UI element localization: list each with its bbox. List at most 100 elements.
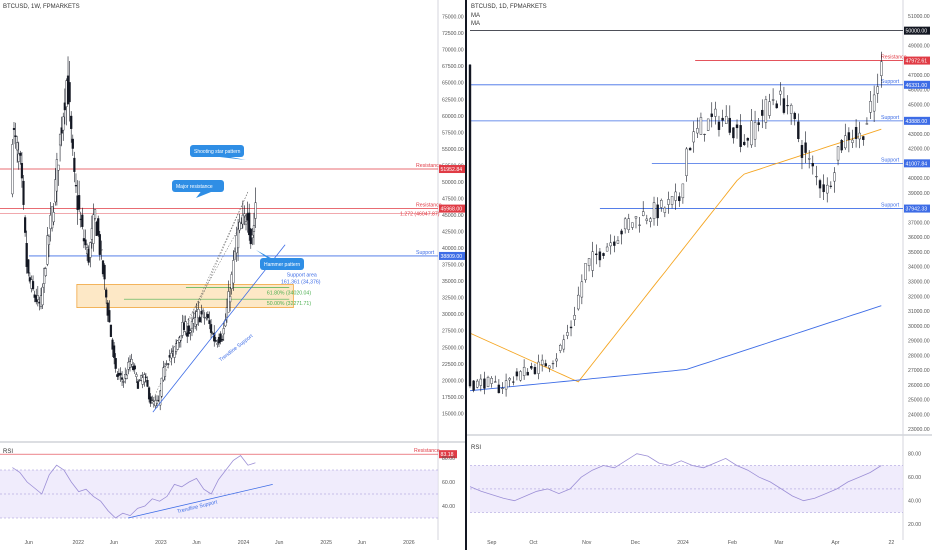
right-candle-body (699, 117, 703, 135)
left-candle-body (114, 358, 117, 369)
right-candle-body (724, 116, 728, 124)
right-candle-body (620, 230, 623, 235)
right-candle-body (717, 121, 721, 130)
left-candle-body (133, 365, 136, 370)
support-area-label: Support area (287, 272, 317, 278)
left-candle-body (136, 381, 140, 389)
right-candle-body (652, 202, 656, 219)
right-candle-body (880, 61, 883, 76)
left-candle-body (108, 310, 111, 323)
right-level-tag-bg-2 (904, 116, 930, 125)
right-candle-body (562, 339, 566, 350)
left-trendline (152, 244, 286, 413)
left-y-tick-13: 42500.00 (442, 230, 464, 236)
left-y-tick-1: 72500.00 (442, 31, 464, 37)
fib-label-50: 50.00% (32271.71) (267, 301, 311, 307)
right-candle-body (537, 361, 540, 374)
right-candle-body (595, 253, 598, 256)
left-level-tag-1: 45968.00 (441, 207, 463, 213)
left-candle-body (232, 260, 235, 284)
left-candle-body (120, 377, 124, 380)
right-candle-body (660, 200, 663, 208)
right-candle-body (753, 122, 757, 140)
left-candle-body (31, 281, 35, 290)
right-candle-body (732, 127, 735, 139)
right-candle-body (591, 251, 594, 271)
left-candle-body (135, 374, 138, 377)
left-candle-body (98, 234, 101, 255)
left-candle-body (184, 321, 187, 332)
left-candle-body (167, 363, 170, 365)
left-candle-body (62, 116, 65, 131)
left-candle-body (198, 317, 202, 323)
right-candle-body (559, 345, 562, 351)
left-level-tag-bg-0 (439, 165, 465, 174)
left-candle-body (22, 180, 25, 205)
callout-hammer: Hammer pattern (264, 262, 300, 268)
left-candle-body (52, 212, 55, 223)
left-candle-body (236, 228, 240, 249)
left-candle-body (240, 223, 243, 229)
left-candle-body (55, 159, 58, 192)
right-y-tick-15: 35000.00 (908, 250, 930, 256)
left-candle-body (186, 332, 189, 337)
right-y-tick-24: 26000.00 (908, 383, 930, 389)
right-candle-body (616, 240, 620, 244)
right-candle-body (826, 184, 829, 194)
right-candle-body (789, 104, 793, 114)
left-y-tick-4: 65000.00 (442, 81, 464, 87)
left-candle-body (241, 214, 244, 225)
left-candle-body (216, 343, 219, 345)
left-y-tick-24: 15000.00 (442, 411, 464, 417)
left-candle-body (73, 157, 76, 172)
left-candle-body (100, 249, 103, 251)
left-candle-body (20, 163, 24, 179)
right-candle-body (678, 196, 681, 202)
left-y-tick-23: 17500.00 (442, 395, 464, 401)
right-candle-body (468, 64, 472, 387)
right-candle-body (782, 98, 786, 113)
left-level-label-0: Resistance (416, 163, 442, 169)
right-level-label-3: Support (881, 157, 900, 163)
right-y-tick-8: 42000.00 (908, 147, 930, 153)
right-candle-body (818, 180, 822, 189)
left-x-tick-1: 2022 (73, 540, 85, 546)
right-candle-body (696, 128, 699, 134)
left-candle-body (119, 372, 122, 376)
right-x-tick-1: Oct (529, 540, 538, 546)
left-candle-body (122, 381, 125, 383)
right-candle-body (609, 242, 612, 247)
callout-hammer-pointer (256, 250, 293, 270)
left-candle-body (92, 214, 95, 244)
left-candle-body (28, 277, 31, 282)
left-rsi-resistance-label: Resistance (414, 448, 440, 454)
right-candle-body (703, 133, 706, 135)
left-candle-body (179, 335, 182, 341)
right-y-tick-18: 32000.00 (908, 294, 930, 300)
left-y-tick-0: 75000.00 (442, 15, 464, 21)
right-candle-body (865, 123, 869, 125)
right-candle-body (522, 366, 526, 376)
right-candle-body (685, 148, 688, 176)
left-chart-title: BTCUSD, 1W, FPMARKETS (3, 4, 80, 10)
left-rsi-y-tick-2: 40.00 (442, 504, 455, 510)
right-y-tick-16: 34000.00 (908, 265, 930, 271)
right-candle-body (714, 108, 717, 117)
right-candle-body (815, 176, 818, 178)
left-candle-body (254, 202, 257, 219)
right-y-tick-21: 29000.00 (908, 339, 930, 345)
left-candle-body (189, 330, 192, 333)
left-candle-body (24, 217, 27, 233)
right-y-tick-10: 40000.00 (908, 176, 930, 182)
right-candle-body (804, 142, 807, 153)
right-candle-body (663, 207, 667, 213)
right-level-label-0: Resistance (881, 55, 907, 61)
left-level-tag-2: 38809.00 (441, 254, 463, 260)
right-y-tick-25: 25000.00 (908, 398, 930, 404)
right-candle-body (836, 146, 840, 161)
right-candle-body (519, 371, 522, 381)
callout-shooting-star: Shooting star pattern (194, 149, 241, 155)
right-rsi-y-tick-1: 60.00 (908, 475, 921, 481)
left-candle-body (251, 234, 254, 238)
left-candle-body (176, 340, 179, 350)
